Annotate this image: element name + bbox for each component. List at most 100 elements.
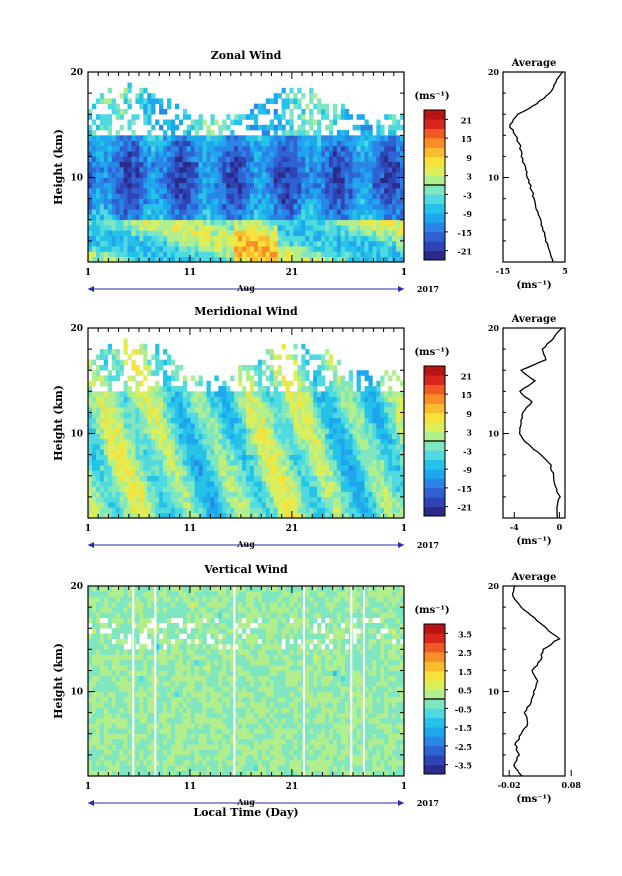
- profile-x-tick-label: 0: [557, 522, 563, 532]
- colorbar-swatch: [424, 689, 445, 700]
- colorbar-tick-label: 3.5: [458, 629, 472, 639]
- y-tick-label: 20: [70, 324, 83, 334]
- profile-frame: [502, 71, 566, 263]
- profile-y-tick-label: 20: [488, 323, 500, 333]
- month-arrow-left: [88, 542, 94, 548]
- x-tick-label: 21: [286, 268, 299, 278]
- colorbar-swatch: [424, 147, 445, 158]
- colorbar-unit: (ms⁻¹): [414, 347, 449, 358]
- x-tick-label: 21: [286, 524, 299, 534]
- profile-x-tick-label: -0.02: [498, 780, 521, 790]
- month-label: Aug: [236, 539, 255, 549]
- x-tick-label: 11: [184, 782, 197, 792]
- data-gap: [233, 586, 236, 776]
- profile-title: Average: [511, 314, 557, 325]
- y-tick-label: 10: [70, 174, 83, 184]
- colorbar: (ms⁻¹) 21 15 9 3 -3 -9 -15 -21: [414, 91, 472, 261]
- colorbar-swatch: [424, 110, 445, 120]
- month-arrow-left: [88, 286, 94, 292]
- colorbar-swatch: [424, 394, 445, 404]
- x-tick-label: 1: [401, 268, 407, 278]
- year-label: 2017: [417, 798, 439, 808]
- y-tick-label: 20: [70, 68, 83, 78]
- profile-y-tick-label: 10: [488, 429, 500, 439]
- panel-title: Vertical Wind: [203, 563, 288, 576]
- year-label: 2017: [417, 284, 439, 294]
- colorbar-swatch: [424, 241, 445, 251]
- panel-title: Meridional Wind: [194, 305, 298, 318]
- colorbar-tick-label: -3: [463, 190, 472, 200]
- profile-x-tick-label: -4: [510, 522, 519, 532]
- profile-x-label: (ms⁻¹): [516, 280, 551, 291]
- colorbar-swatch: [424, 478, 445, 489]
- profile-x-tick-label: -15: [496, 266, 510, 276]
- profile-x-label: (ms⁻¹): [516, 536, 551, 547]
- colorbar-tick-label: 21: [461, 371, 472, 381]
- x-tick-label: 1: [401, 524, 407, 534]
- colorbar-tick-label: -15: [458, 228, 472, 238]
- colorbar-swatch: [424, 441, 445, 451]
- colorbar-swatch: [424, 459, 445, 470]
- profile-y-tick-label: 20: [488, 67, 500, 77]
- colorbar-tick-label: -1.5: [455, 723, 472, 733]
- profile-line: [518, 327, 563, 519]
- colorbar-tick-label: 3: [466, 172, 472, 182]
- colorbar-unit: (ms⁻¹): [414, 91, 449, 102]
- y-axis-label: Height (km): [52, 643, 65, 719]
- colorbar-swatch: [424, 250, 445, 261]
- colorbar-swatch: [424, 166, 445, 176]
- profile-frame: [502, 585, 566, 777]
- panel-title: Zonal Wind: [211, 49, 282, 62]
- colorbar-swatch: [424, 231, 445, 242]
- colorbar-tick-label: -15: [458, 484, 472, 494]
- colorbar-swatch: [424, 469, 445, 479]
- colorbar: (ms⁻¹) 3.5 2.5 1.5 0.5 -0.5 -1.5 -2.5 -3.5: [414, 605, 472, 775]
- x-tick-label: 21: [286, 782, 299, 792]
- colorbar-tick-label: -9: [463, 209, 472, 219]
- colorbar-swatch: [424, 652, 445, 662]
- colorbar-swatch: [424, 506, 445, 517]
- x-tick-label: 1: [85, 268, 91, 278]
- heatmap-field: [88, 338, 405, 519]
- colorbar-tick-label: -3: [463, 446, 472, 456]
- profile-y-tick-label: 10: [488, 687, 500, 697]
- x-tick-label: 1: [85, 524, 91, 534]
- colorbar-swatch: [424, 194, 445, 205]
- colorbar-swatch: [424, 755, 445, 765]
- x-tick-label: 11: [184, 524, 197, 534]
- colorbar-tick-label: 9: [466, 409, 472, 419]
- colorbar-tick-label: 21: [461, 115, 472, 125]
- colorbar-swatch: [424, 185, 445, 195]
- colorbar-swatch: [424, 138, 445, 148]
- data-gap: [350, 586, 353, 776]
- colorbar-swatch: [424, 422, 445, 432]
- heatmap-field: [88, 82, 405, 263]
- data-gap: [132, 586, 135, 776]
- colorbar-swatch: [424, 403, 445, 414]
- colorbar-swatch: [424, 661, 445, 672]
- colorbar-tick-label: -21: [458, 503, 472, 513]
- colorbar-swatch: [424, 633, 445, 644]
- colorbar-swatch: [424, 366, 445, 376]
- profile-frame: [502, 327, 566, 519]
- colorbar-swatch: [424, 156, 445, 167]
- y-tick-label: 20: [70, 582, 83, 592]
- colorbar-swatch: [424, 624, 445, 634]
- month-arrow-right: [398, 286, 404, 292]
- colorbar-tick-label: 2.5: [458, 648, 472, 658]
- month-arrow-right: [398, 800, 404, 806]
- month-label: Aug: [236, 797, 255, 807]
- month-arrow-right: [398, 542, 404, 548]
- colorbar-swatch: [424, 431, 445, 442]
- colorbar-swatch: [424, 699, 445, 709]
- colorbar-swatch: [424, 642, 445, 653]
- average-profile: Average 10 20 -4 0 (ms⁻¹): [488, 314, 566, 547]
- data-gap: [154, 586, 157, 776]
- colorbar-swatch: [424, 497, 445, 507]
- colorbar-tick-label: -0.5: [455, 704, 472, 714]
- data-gap: [362, 586, 365, 776]
- colorbar-swatch: [424, 450, 445, 461]
- colorbar-tick-label: -21: [458, 247, 472, 257]
